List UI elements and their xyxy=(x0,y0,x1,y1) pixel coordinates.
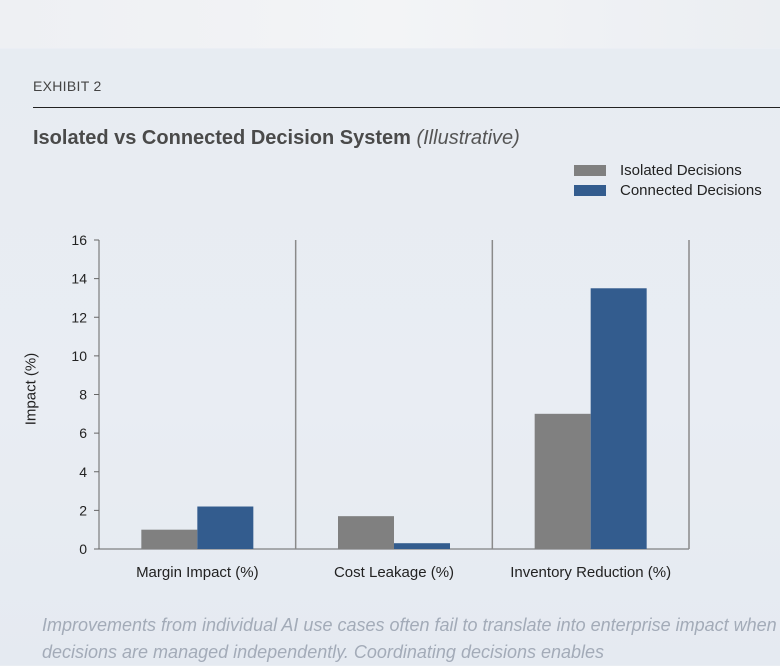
header-rule xyxy=(33,107,780,108)
chart-title: Isolated vs Connected Decision System (I… xyxy=(33,127,520,150)
y-tick-label: 14 xyxy=(71,271,87,287)
x-tick-label: Margin Impact (%) xyxy=(136,564,259,581)
legend-swatch-isolated xyxy=(574,164,606,176)
bar-isolated xyxy=(141,529,198,549)
x-tick-label: Inventory Reduction (%) xyxy=(510,564,671,581)
bar-connected xyxy=(197,506,254,549)
chart-title-note: (Illustrative) xyxy=(416,127,520,149)
bar-connected xyxy=(394,543,450,549)
y-tick-label: 12 xyxy=(71,309,87,325)
legend-label-connected: Connected Decisions xyxy=(620,181,762,199)
chart-title-main: Isolated vs Connected Decision System xyxy=(33,127,411,149)
legend-item-connected: Connected Decisions xyxy=(574,180,762,200)
caption-text: Improvements from individual AI use case… xyxy=(42,615,777,662)
top-banner xyxy=(0,0,780,48)
y-tick-label: 8 xyxy=(79,387,87,403)
y-tick-label: 10 xyxy=(71,348,87,364)
legend-item-isolated: Isolated Decisions xyxy=(574,160,762,180)
bar-connected xyxy=(590,288,647,549)
bar-isolated xyxy=(534,413,591,549)
y-tick-label: 6 xyxy=(79,425,87,441)
legend-label-isolated: Isolated Decisions xyxy=(620,161,742,179)
y-tick-label: 0 xyxy=(79,541,87,557)
bar-isolated xyxy=(338,516,394,549)
y-tick-label: 4 xyxy=(79,464,87,480)
chart-legend: Isolated Decisions Connected Decisions xyxy=(574,160,762,200)
y-tick-label: 16 xyxy=(71,232,87,248)
x-tick-label: Cost Leakage (%) xyxy=(334,564,454,581)
legend-swatch-connected xyxy=(574,184,606,196)
exhibit-label: EXHIBIT 2 xyxy=(33,78,102,94)
y-tick-label: 2 xyxy=(79,502,87,518)
